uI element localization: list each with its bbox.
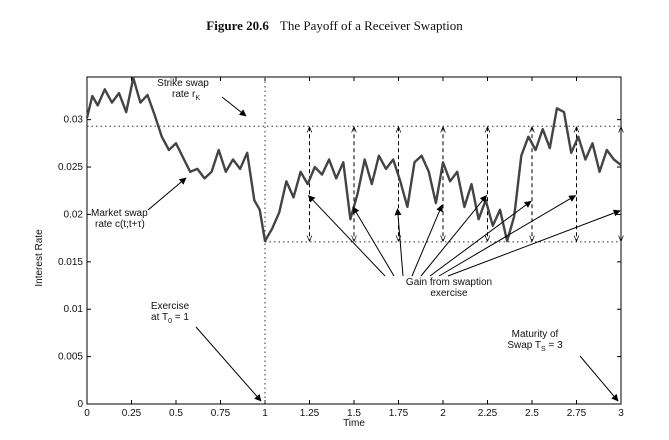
- strike-annotation-line2: rate rK: [172, 89, 200, 102]
- x-tick-label-5: 1.25: [300, 408, 320, 419]
- y-tick-label-0: 0: [77, 399, 83, 410]
- x-tick-label-1: 0.25: [122, 408, 142, 419]
- figure-number: Figure 20.6: [206, 18, 269, 33]
- x-axis-label: Time: [343, 418, 365, 429]
- x-tick-label-11: 2.75: [567, 408, 587, 419]
- gain-annotation-line1: Gain from swaption: [406, 277, 492, 288]
- y-axis-ticks: 0 0.005 0.01 0.015 0.02 0.025 0.03: [58, 115, 621, 410]
- x-tick-label-6: 1.5: [347, 408, 361, 419]
- x-tick-label-8: 2: [440, 408, 446, 419]
- gain-callout-arrow-2: [394, 208, 404, 277]
- figure-caption: The Payoff of a Receiver Swaption: [279, 18, 463, 33]
- y-tick-label-5: 0.025: [58, 162, 83, 173]
- x-tick-label-12: 3: [618, 408, 624, 419]
- x-tick-label-0: 0: [84, 408, 90, 419]
- gain-annotation-line2: exercise: [430, 288, 468, 299]
- exercise-annotation-line2: at T0 = 1: [151, 312, 189, 325]
- figure-title: Figure 20.6 The Payoff of a Receiver Swa…: [0, 18, 669, 34]
- maturity-callout-arrow: [579, 355, 619, 402]
- x-axis-ticks: 0 0.25 0.5 0.75 1 1.25 1.5 1.75 2 2.25 2.5 2.75 3: [84, 77, 624, 419]
- x-tick-label-3: 0.75: [211, 408, 231, 419]
- y-tick-label-3: 0.015: [58, 257, 83, 268]
- gain-callout-arrow-0: [308, 195, 386, 277]
- market-swap-rate-line: [85, 76, 622, 243]
- exercise-annotation-line1: Exercise: [151, 301, 190, 312]
- exercise-callout-arrow: [195, 326, 262, 402]
- market-annotation-line1: Market swap: [91, 208, 148, 219]
- y-tick-label-4: 0.02: [64, 209, 84, 220]
- gain-callout-arrow-6: [438, 195, 577, 277]
- y-tick-label-2: 0.01: [64, 304, 84, 315]
- market-annotation-line2: rate c(t;t+τ): [95, 219, 145, 230]
- maturity-annotation-line2: Swap TS = 3: [507, 340, 563, 353]
- x-tick-label-4: 1: [262, 408, 268, 419]
- x-tick-label-9: 2.25: [478, 408, 498, 419]
- gain-callout-arrow-4: [420, 195, 487, 277]
- x-tick-label-10: 2.5: [525, 408, 539, 419]
- gain-callout-arrow-1: [352, 206, 395, 277]
- maturity-annotation-line1: Maturity of: [512, 329, 559, 340]
- strike-callout-arrow: [221, 96, 247, 117]
- x-tick-label-2: 0.5: [169, 408, 183, 419]
- strike-annotation-line1: Strike swap: [157, 78, 209, 89]
- x-tick-label-7: 1.75: [389, 408, 409, 419]
- market-callout-arrow: [147, 177, 187, 211]
- gain-callout-arrow-3: [411, 204, 443, 277]
- y-tick-label-1: 0.005: [58, 352, 83, 363]
- callout-arrows: [147, 96, 621, 402]
- y-tick-label-6: 0.03: [64, 115, 84, 126]
- gain-callout-arrow-7: [447, 209, 621, 277]
- gain-callout-arrow-5: [429, 200, 532, 277]
- y-axis-label: Interest Rate: [34, 229, 45, 287]
